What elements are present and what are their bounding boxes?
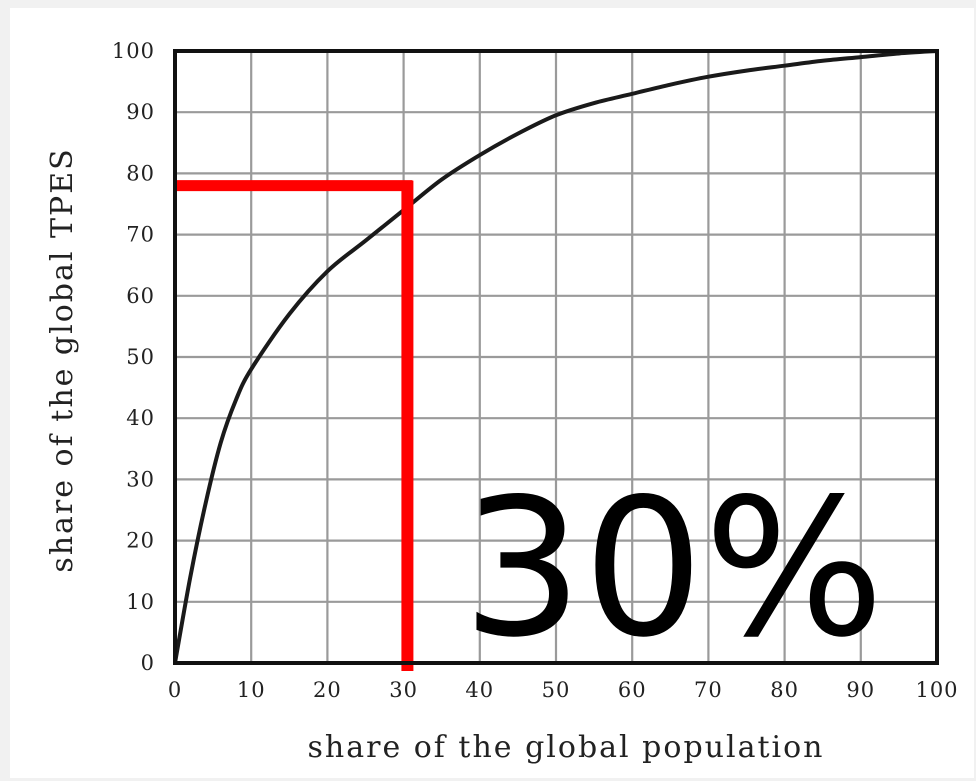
y-tick-label: 10 [126,590,155,614]
y-tick-label: 50 [126,345,155,369]
series-layer [173,49,938,664]
y-tick-label: 90 [126,100,155,124]
x-tick-label: 90 [846,678,875,702]
y-axis-ticks: 0 10 20 30 40 50 60 70 80 90 100 [112,39,155,675]
x-axis-title: share of the global population [308,730,825,765]
y-tick-label: 60 [126,284,155,308]
x-tick-label: 30 [389,678,418,702]
y-tick-label: 100 [112,39,155,63]
x-tick-label: 10 [237,678,266,702]
x-tick-label: 20 [313,678,342,702]
chart-background [10,8,974,778]
marker-layer [175,180,414,671]
annotation-label: 30% [462,458,884,679]
y-tick-label: 80 [126,161,155,185]
x-tick-label: 60 [618,678,647,702]
x-tick-label: 40 [465,678,494,702]
y-tick-label: 0 [141,651,155,675]
x-axis-ticks: 0 10 20 30 40 50 60 70 80 90 100 [168,678,958,702]
y-axis-title: share of the global TPES [45,147,80,572]
y-tick-label: 20 [126,529,155,553]
y-tick-label: 30 [126,467,155,491]
y-tick-label: 40 [126,406,155,430]
plot-border [173,49,939,665]
series-line [173,49,938,664]
x-tick-label: 100 [915,678,958,702]
x-tick-label: 0 [168,678,182,702]
x-tick-label: 50 [542,678,571,702]
x-tick-label: 80 [770,678,799,702]
x-tick-label: 70 [694,678,723,702]
y-tick-label: 70 [126,223,155,247]
